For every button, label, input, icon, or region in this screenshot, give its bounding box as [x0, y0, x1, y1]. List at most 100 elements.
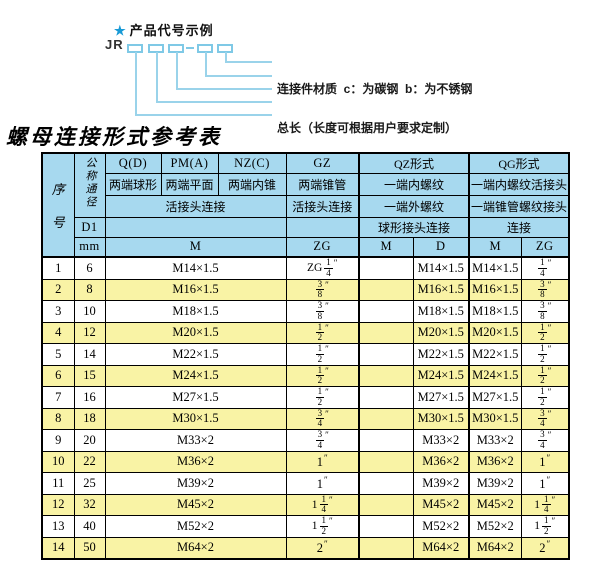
- connector-line-3: [176, 52, 272, 90]
- fraction-prefix: 1: [534, 520, 540, 533]
- header-desc-pm: 两端平面: [160, 172, 219, 196]
- label-total-length: 总长（长度可根据用户要求定制）: [277, 121, 458, 136]
- header-dn: 公称通径: [73, 152, 106, 218]
- qg-m-value: M64×2: [468, 536, 522, 560]
- header-seq: 序号: [41, 152, 75, 258]
- m-thread-value: M39×2: [104, 472, 287, 495]
- inch-mark: ″: [325, 279, 329, 290]
- gz-zg-value: 3 8 ″: [285, 278, 360, 301]
- header-dn-text: 公称通径: [84, 157, 96, 210]
- gz-zg-value: 3 4 ″: [285, 429, 360, 452]
- gz-zg-value: 1 2 ″: [285, 364, 360, 387]
- qz-d-value: M20×1.5: [412, 321, 470, 344]
- inch-mark: ″: [324, 474, 328, 485]
- header-seq-text: 序号: [43, 179, 73, 231]
- gz-zg-value: 1 2 ″: [285, 343, 360, 366]
- qg-m-value: M24×1.5: [468, 364, 522, 387]
- header-empty-gz: [285, 216, 360, 238]
- m-thread-value: M64×2: [104, 536, 287, 560]
- dn-cell-value: 25: [73, 472, 106, 495]
- qz-d-value: M27×1.5: [412, 386, 470, 409]
- inch-mark: ″: [547, 365, 552, 376]
- qg-zg-value: 1″: [520, 472, 570, 495]
- header-desc-gz: 两端锥管: [285, 172, 360, 196]
- qg-zg-value: 1 1 4 ″: [520, 493, 570, 516]
- qz-m-value: [358, 256, 414, 280]
- qz-m-value: [358, 364, 414, 387]
- inch-mark: ″: [551, 494, 556, 505]
- diagram-heading: ★ 产品代号示例: [114, 20, 214, 39]
- qg-zg-value: 1 2 ″: [520, 386, 570, 409]
- header-col-gz: GZ: [285, 152, 360, 174]
- qz-d-value: M36×2: [412, 450, 470, 473]
- inch-mark: ″: [546, 539, 551, 550]
- gz-zg-value: 3 4 ″: [285, 407, 360, 430]
- diagram-heading-text: 产品代号示例: [129, 23, 214, 38]
- inch-mark: ″: [324, 453, 328, 464]
- dn-cell-value: 12: [73, 321, 106, 344]
- header-col-q: Q(D): [104, 152, 162, 174]
- m-thread-value: M27×1.5: [104, 386, 287, 409]
- header-desc-qg: 一端内螺纹活接头: [468, 172, 570, 196]
- inch-mark: ″: [547, 322, 552, 333]
- header-unit-m: M: [104, 236, 287, 258]
- qz-m-value: [358, 321, 414, 344]
- seq-cell-value: 8: [41, 407, 75, 430]
- table-row: 3 10 M18×1.5 3 8 ″ M18×1.5 M18×1.5 3 8 ″: [41, 300, 570, 323]
- header-seq-char: 序: [51, 182, 65, 197]
- seq-cell-value: 3: [41, 300, 75, 323]
- inch-mark: ″: [547, 258, 552, 269]
- header-desc-nz: 两端内锥: [217, 172, 287, 196]
- qz-d-value: M16×1.5: [412, 278, 470, 301]
- inch-mark: ″: [325, 408, 329, 419]
- header-col-pm: PM(A): [160, 152, 219, 174]
- qg-m-value: M33×2: [468, 429, 522, 452]
- fraction-prefix: ZG: [306, 262, 323, 275]
- gz-zg-value: 1 1 2 ″: [285, 515, 360, 538]
- seq-cell-value: 11: [41, 472, 75, 495]
- table-row: 8 18 M30×1.5 3 4 ″ M30×1.5 M30×1.5 3 4 ″: [41, 407, 570, 430]
- dn-cell-value: 16: [73, 386, 106, 409]
- qz-d-value: M22×1.5: [412, 343, 470, 366]
- qg-m-value: M27×1.5: [468, 386, 522, 409]
- seq-cell-value: 7: [41, 386, 75, 409]
- inch-mark: ″: [551, 516, 556, 527]
- fraction-prefix: 1: [534, 498, 540, 511]
- table-row: 7 16 M27×1.5 1 2 ″ M27×1.5 M27×1.5 1 2 ″: [41, 386, 570, 409]
- code-dash: [186, 47, 194, 49]
- table-row: 2 8 M16×1.5 3 8 ″ M16×1.5 M16×1.5 3 8 ″: [41, 278, 570, 301]
- qg-zg-value: 3 8 ″: [520, 300, 570, 323]
- inch-mark: ″: [547, 279, 552, 290]
- seq-cell-value: 1: [41, 256, 75, 280]
- header-unit-gz-zg: ZG: [285, 236, 360, 258]
- m-thread-value: M22×1.5: [104, 343, 287, 366]
- qg-m-value: M39×2: [468, 472, 522, 495]
- header-seq-char: 号: [51, 215, 65, 230]
- connector-line-4: [156, 52, 272, 103]
- qz-d-value: M52×2: [412, 515, 470, 538]
- table-body: 1 6 M14×1.5 ZG 1 4 ″ M14×1.5 M14×1.5 1 4 ″ 2 8 M16×1.5…: [41, 256, 570, 560]
- seq-cell-value: 13: [41, 515, 75, 538]
- m-thread-value: M16×1.5: [104, 278, 287, 301]
- table-row: 1 6 M14×1.5 ZG 1 4 ″ M14×1.5 M14×1.5 1 4 ″: [41, 256, 570, 280]
- header-unit-qg-zg: ZG: [520, 236, 570, 258]
- seq-cell-value: 5: [41, 343, 75, 366]
- header-seq-label: 序号: [52, 179, 65, 231]
- header-conn-qg: 连接: [468, 216, 570, 238]
- qg-m-value: M52×2: [468, 515, 522, 538]
- seq-cell-value: 6: [41, 364, 75, 387]
- m-thread-value: M14×1.5: [104, 256, 287, 280]
- header-col-qz: QZ形式: [358, 152, 470, 174]
- inch-mark: ″: [329, 516, 333, 527]
- seq-cell-value: 4: [41, 321, 75, 344]
- qz-d-value: M33×2: [412, 429, 470, 452]
- table-row: 9 20 M33×2 3 4 ″ M33×2 M33×2 3 4 ″: [41, 429, 570, 452]
- qg-m-value: M22×1.5: [468, 343, 522, 366]
